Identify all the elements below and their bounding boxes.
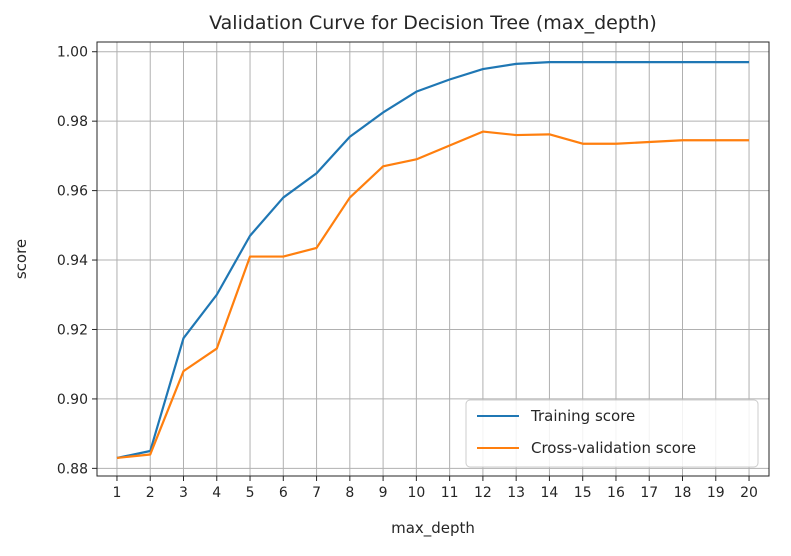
x-tick-label: 15 bbox=[574, 485, 592, 501]
y-tick-label: 1.00 bbox=[57, 45, 88, 61]
x-tick-label: 20 bbox=[740, 485, 758, 501]
x-tick-label: 1 bbox=[112, 485, 121, 501]
legend: Training score Cross-validation score bbox=[465, 399, 759, 468]
y-tick-label: 0.94 bbox=[57, 253, 88, 269]
x-tick-label: 19 bbox=[707, 485, 725, 501]
legend-box bbox=[465, 399, 759, 468]
x-tick-label: 12 bbox=[474, 485, 492, 501]
x-tick-label: 14 bbox=[541, 485, 559, 501]
x-tick-label: 6 bbox=[279, 485, 288, 501]
x-tick-label: 11 bbox=[441, 485, 459, 501]
series-lines bbox=[116, 61, 750, 460]
cross-validation-score-line bbox=[116, 130, 750, 460]
legend-label-cross-validation: Cross-validation score bbox=[531, 439, 696, 457]
x-tick-label: 2 bbox=[146, 485, 155, 501]
legend-label-training: Training score bbox=[530, 407, 635, 425]
y-tick-label: 0.92 bbox=[57, 322, 88, 338]
x-tick-label: 4 bbox=[212, 485, 221, 501]
x-tick-label: 7 bbox=[312, 485, 321, 501]
training-score-line bbox=[116, 61, 750, 460]
x-axis-ticks: 1 2 3 4 5 6 7 8 9 10 11 12 13 14 15 16 17 18 19 20 bbox=[112, 476, 758, 501]
y-axis-ticks: 0.88 0.90 0.92 0.94 0.96 0.98 1.00 bbox=[57, 45, 97, 477]
x-axis-label: max_depth bbox=[391, 519, 475, 538]
y-tick-label: 0.90 bbox=[57, 392, 88, 408]
x-tick-label: 13 bbox=[507, 485, 525, 501]
y-axis-label: score bbox=[12, 239, 30, 279]
plot-frame bbox=[96, 41, 770, 477]
x-tick-label: 18 bbox=[674, 485, 692, 501]
y-tick-label: 0.88 bbox=[57, 461, 88, 477]
x-tick-label: 5 bbox=[246, 485, 255, 501]
x-tick-label: 9 bbox=[379, 485, 388, 501]
x-tick-label: 3 bbox=[179, 485, 188, 501]
x-tick-label: 17 bbox=[640, 485, 658, 501]
chart-title: Validation Curve for Decision Tree (max_… bbox=[209, 12, 657, 34]
x-tick-label: 8 bbox=[345, 485, 354, 501]
y-tick-label: 0.96 bbox=[57, 184, 88, 200]
x-tick-label: 16 bbox=[607, 485, 625, 501]
y-tick-label: 0.98 bbox=[57, 114, 88, 130]
x-tick-label: 10 bbox=[407, 485, 425, 501]
